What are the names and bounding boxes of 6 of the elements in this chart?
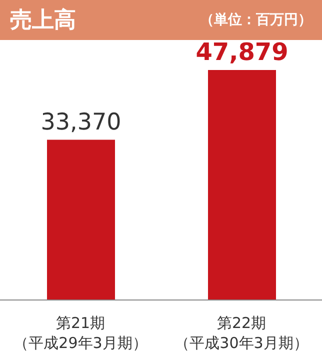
x-tick-label: 第22期（平成30年3月期） [174,314,308,352]
chart-subtitle: （単位：百万円） [200,11,312,29]
data-label: 33,370 [40,110,122,136]
chart-title: 売上高 [10,6,76,35]
x-tick-label: 第21期（平成29年3月期） [14,314,148,352]
data-label: 47,879 [196,38,288,66]
